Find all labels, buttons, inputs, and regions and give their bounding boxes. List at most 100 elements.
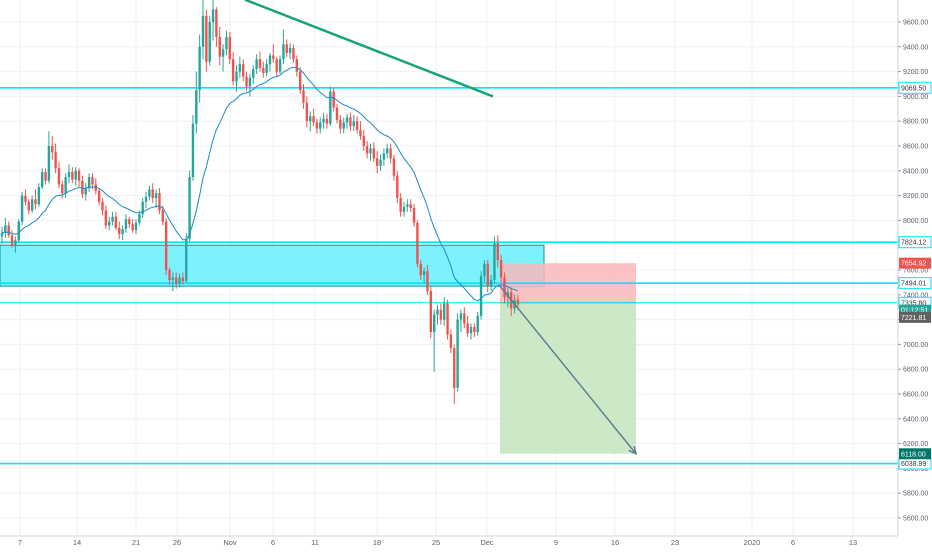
time-tick-label: 23 — [671, 538, 679, 547]
price-label-box — [899, 304, 931, 316]
candle-body — [322, 118, 325, 123]
trendline[interactable] — [244, 0, 494, 98]
moving-average — [1, 66, 519, 302]
candle-body — [77, 170, 81, 181]
candle-body — [382, 153, 386, 160]
candle-body — [268, 55, 272, 65]
take-profit-zone — [500, 302, 636, 454]
candle-body — [479, 276, 483, 316]
candle-body — [446, 303, 449, 335]
candle-body — [71, 172, 74, 180]
candle-body — [131, 224, 134, 231]
candle-body — [362, 136, 365, 146]
candle-body — [91, 177, 94, 185]
price-tick-label: 7400.00 — [903, 292, 928, 299]
candle-body — [252, 69, 255, 78]
price-tick-label: 5600.00 — [903, 516, 928, 523]
candle-body — [309, 116, 312, 122]
candle-body — [352, 121, 355, 127]
candle-body — [17, 221, 20, 241]
candle-body — [151, 189, 154, 199]
price-tick-label: 9000.00 — [903, 94, 928, 101]
price-tick-label: 6200.00 — [903, 441, 928, 448]
candle-body — [426, 271, 429, 292]
projection-arrow[interactable] — [499, 285, 638, 456]
support-zone — [0, 244, 545, 287]
candle-body — [496, 242, 499, 261]
candle-body — [295, 59, 298, 72]
price-label-box — [898, 236, 932, 249]
candle-body — [74, 170, 77, 180]
candle-body — [379, 159, 382, 166]
candle-body — [499, 260, 503, 278]
candle-body — [258, 59, 262, 68]
price-label-text: 6118.00 — [901, 451, 926, 458]
time-tick-label: 9 — [554, 538, 558, 547]
candle-body — [298, 71, 302, 91]
candle-body — [148, 189, 151, 197]
price-labels: 9069.50 7824.12 7494.01 7335.80 6038.99 7654.… — [898, 81, 932, 470]
candle-body — [412, 208, 416, 223]
price-label-text: 9069.50 — [901, 85, 926, 92]
candle-body — [161, 210, 164, 222]
candle-body — [429, 291, 432, 332]
candle-body — [516, 299, 520, 305]
candle-body — [459, 313, 463, 320]
candle-body — [0, 232, 4, 237]
candle-body — [188, 177, 191, 239]
price-tick-label: 6400.00 — [903, 416, 928, 423]
price-tick-label: 9200.00 — [903, 69, 928, 76]
time-axis-bg — [0, 536, 898, 550]
candle-body — [10, 235, 14, 246]
time-tick-label: 21 — [132, 538, 140, 547]
candle-body — [158, 193, 161, 211]
candle-body — [355, 121, 359, 130]
candle-body — [97, 190, 101, 202]
candle-body — [20, 195, 24, 222]
candle-body — [134, 222, 138, 231]
candle-body — [432, 314, 436, 332]
time-tick-label: 16 — [611, 538, 619, 547]
price-label-box — [899, 448, 931, 460]
candle-body — [171, 277, 175, 280]
time-tick-label: 13 — [849, 538, 857, 547]
candle-body — [84, 188, 87, 195]
candle-body — [64, 177, 67, 194]
candle-body — [225, 36, 228, 50]
candle-body — [335, 107, 339, 120]
candle-body — [372, 148, 376, 159]
price-tick-label: 7000.00 — [903, 342, 928, 349]
short-position-tool[interactable] — [500, 263, 636, 454]
candle-body — [386, 148, 389, 154]
candle-body — [339, 119, 342, 129]
candle-body — [81, 180, 84, 195]
candle-body — [345, 117, 349, 123]
time-tick-label: 6 — [271, 538, 275, 547]
candle-body — [275, 59, 278, 72]
descending-trendline — [244, 0, 494, 98]
candle-body — [325, 118, 329, 124]
price-label-text: 01:12:51 — [901, 308, 928, 315]
candle-body — [453, 348, 456, 388]
candle-body — [4, 225, 7, 233]
candle-body — [255, 59, 258, 70]
candle-body — [198, 46, 201, 91]
candle-body — [175, 277, 178, 284]
candle-body — [399, 198, 402, 212]
candle-body — [305, 102, 309, 122]
candle-body — [24, 195, 27, 202]
candle-body — [476, 315, 479, 332]
candle-body — [369, 148, 372, 154]
candle-body — [439, 309, 443, 320]
candle-body — [168, 270, 171, 280]
candle-body — [215, 9, 218, 37]
price-label-text: 7494.01 — [901, 281, 926, 288]
candle-body — [262, 67, 265, 73]
candle-body — [108, 221, 111, 226]
candle-body — [443, 303, 446, 320]
time-axis[interactable]: 7 14 21 26 Nov 6 11 18 25 Dec 9 16 23 2020 6 13 — [0, 535, 898, 550]
candle-body — [272, 55, 275, 60]
candle-body — [315, 122, 319, 129]
